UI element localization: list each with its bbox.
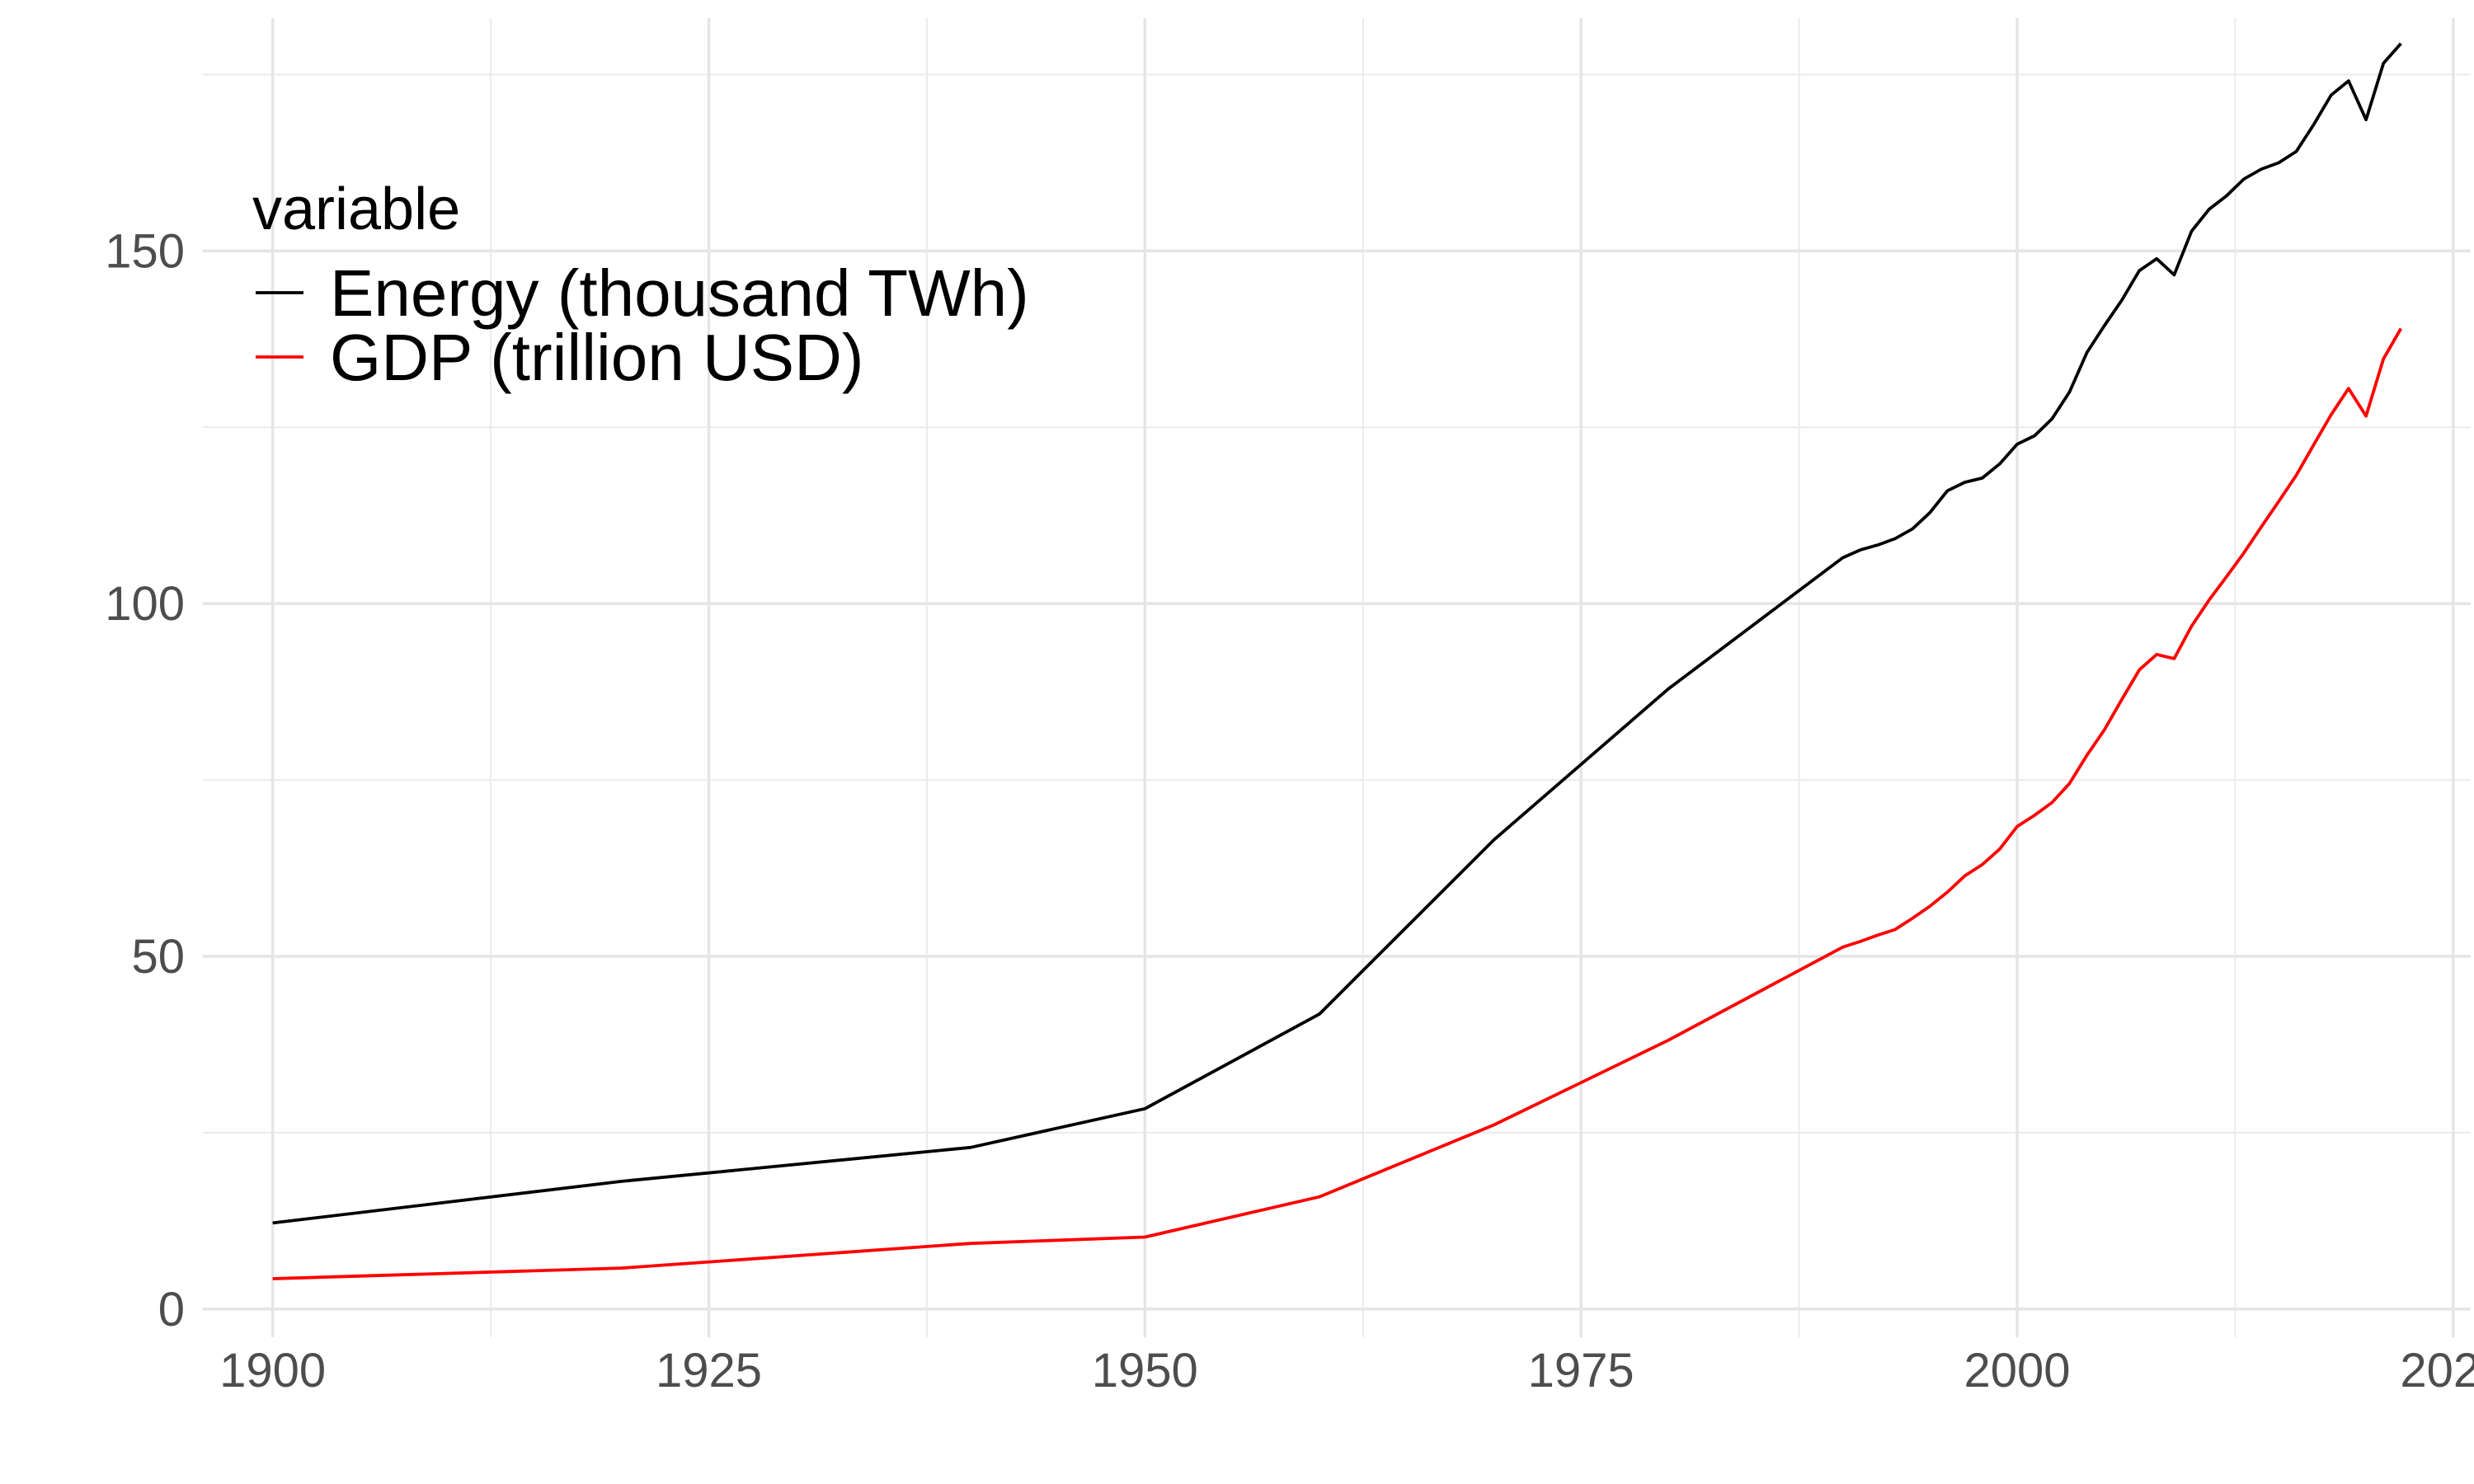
x-tick-label: 2000 — [1964, 1344, 2070, 1397]
major-gridlines — [203, 18, 2471, 1337]
minor-gridlines — [203, 18, 2471, 1337]
y-tick-label: 150 — [105, 224, 185, 278]
y-tick-label: 100 — [105, 577, 185, 631]
x-tick-label: 1975 — [1528, 1344, 1634, 1397]
x-tick-label: 2025 — [2400, 1344, 2474, 1397]
series-line-1 — [272, 327, 2403, 1280]
series-lines — [272, 42, 2403, 1280]
series-line-0 — [272, 42, 2402, 1225]
legend-label-1: GDP (trillion USD) — [330, 321, 864, 394]
x-tick-label: 1900 — [219, 1344, 326, 1397]
y-tick-label: 0 — [158, 1283, 185, 1336]
legend-title: variable — [252, 176, 460, 242]
legend: variable Energy (thousand TWh)GDP (trill… — [252, 176, 1029, 394]
x-tick-label: 1925 — [656, 1344, 762, 1397]
y-axis-tick-labels: 0 50 100 150 — [105, 224, 185, 1336]
y-tick-label: 50 — [131, 930, 185, 984]
x-axis-tick-labels: 1900 1925 1950 1975 2000 2025 — [219, 1344, 2474, 1397]
legend-label-0: Energy (thousand TWh) — [330, 256, 1029, 330]
legend-items: Energy (thousand TWh)GDP (trillion USD) — [256, 256, 1029, 394]
x-tick-label: 1950 — [1092, 1344, 1198, 1397]
